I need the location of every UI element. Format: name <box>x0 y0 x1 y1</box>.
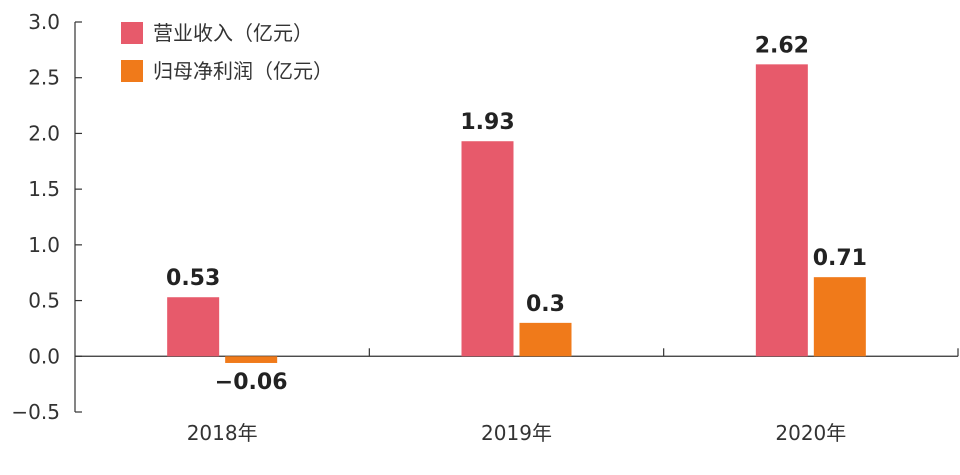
bars <box>167 64 866 363</box>
legend: 营业收入（亿元） 归母净利润（亿元） <box>121 21 333 83</box>
data-label: −0.06 <box>215 370 288 395</box>
legend-label: 归母净利润（亿元） <box>153 59 333 83</box>
data-labels: 0.53 −0.06 1.93 0.3 2.62 0.71 <box>166 33 867 395</box>
x-category-label: 2018年 <box>187 421 258 445</box>
y-tick-label: 3.0 <box>28 10 60 34</box>
y-axis: 3.0 2.5 2.0 1.5 1.0 0.5 0.0 −0.5 <box>11 10 82 424</box>
y-tick-label: 1.5 <box>28 177 60 201</box>
y-tick-label: −0.5 <box>11 400 60 424</box>
data-label: 0.3 <box>526 292 565 317</box>
bar-revenue <box>167 297 220 357</box>
bar-net-profit <box>225 356 278 363</box>
data-label: 2.62 <box>755 33 809 58</box>
legend-swatch <box>121 22 143 44</box>
data-label: 1.93 <box>460 110 514 135</box>
y-tick-label: 2.5 <box>28 66 60 90</box>
y-tick-label: 1.0 <box>28 233 60 257</box>
bar-net-profit <box>813 277 866 357</box>
data-label: 0.71 <box>813 246 867 271</box>
x-axis: 2018年 2019年 2020年 <box>75 348 959 445</box>
bar-revenue <box>755 64 808 357</box>
legend-swatch <box>121 60 143 82</box>
bar-net-profit <box>519 322 572 357</box>
legend-label: 营业收入（亿元） <box>153 21 313 45</box>
y-tick-label: 2.0 <box>28 121 60 145</box>
bar-revenue <box>461 141 514 357</box>
x-category-label: 2020年 <box>775 421 846 445</box>
y-tick-label: 0.5 <box>28 289 60 313</box>
data-label: 0.53 <box>166 266 220 291</box>
y-tick-label: 0.0 <box>28 344 60 368</box>
x-category-label: 2019年 <box>481 421 552 445</box>
